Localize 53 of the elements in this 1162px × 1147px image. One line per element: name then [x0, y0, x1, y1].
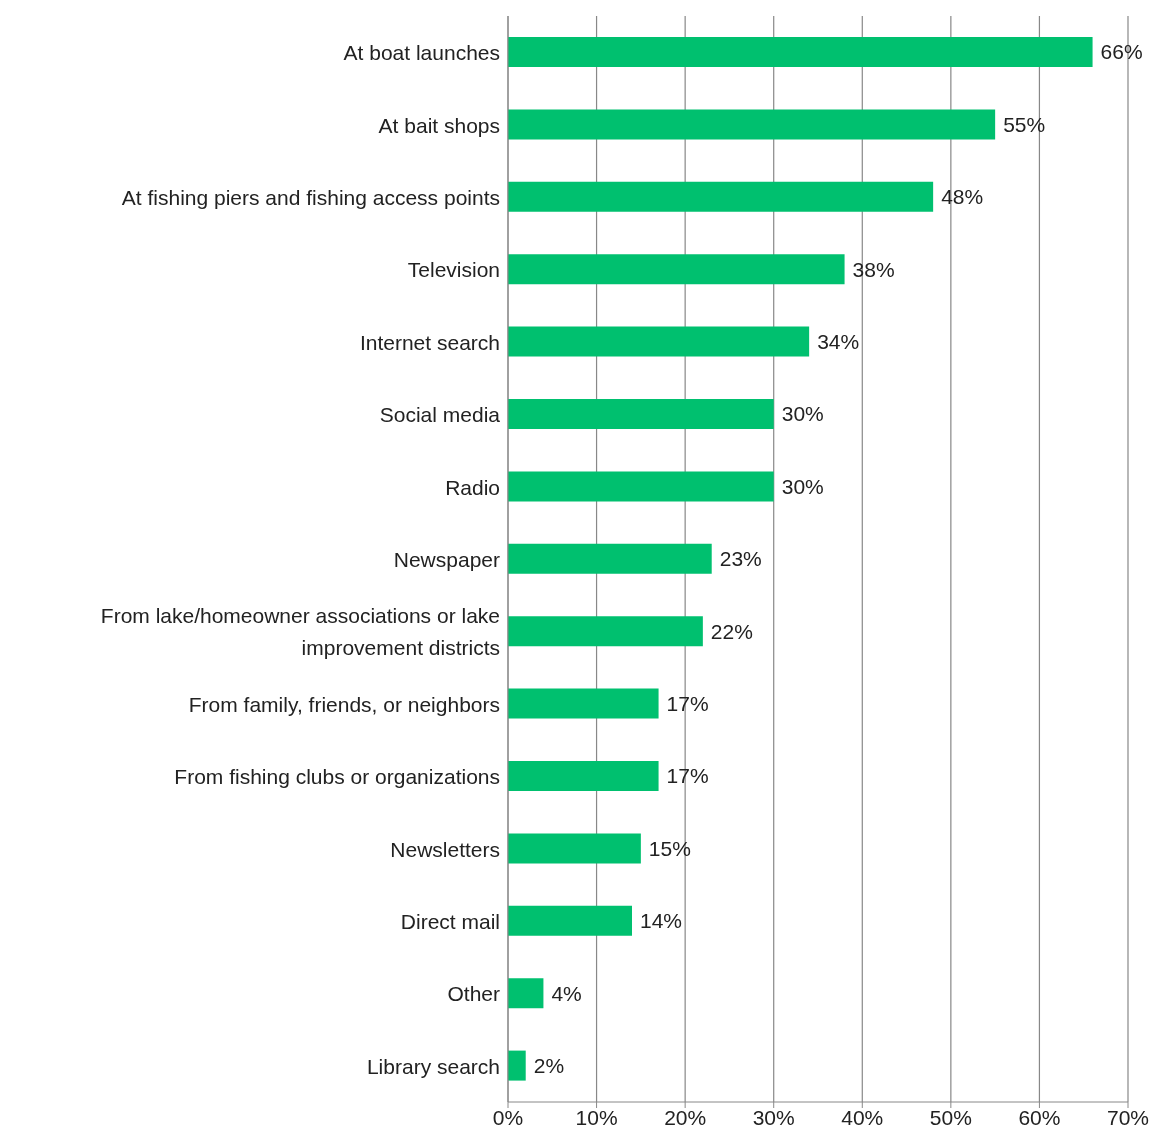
y-tick-label: Television	[407, 257, 500, 281]
y-tick-label: Internet search	[359, 330, 500, 354]
x-tick-label: 20%	[664, 1105, 707, 1129]
bar	[508, 1050, 526, 1081]
y-tick-label: At boat launches	[343, 40, 500, 64]
x-tick-label: 40%	[841, 1105, 884, 1129]
bar	[508, 616, 703, 647]
y-tick-label: Library search	[366, 1054, 500, 1078]
y-tick-label: At bait shops	[378, 113, 500, 137]
bar	[508, 399, 774, 429]
data-label: 55%	[1003, 112, 1046, 136]
y-tick-label: Radio	[445, 475, 500, 499]
data-label: 17%	[666, 692, 709, 716]
data-label: 14%	[640, 909, 683, 933]
bar	[508, 833, 641, 864]
bar	[508, 109, 996, 140]
x-tick-label: 60%	[1018, 1105, 1061, 1129]
data-label: 30%	[781, 402, 824, 426]
bar	[508, 326, 810, 357]
y-tick-label: Social media	[379, 402, 501, 426]
data-label: 38%	[852, 257, 895, 281]
x-tick-label: 0%	[492, 1105, 524, 1129]
bar	[508, 978, 544, 1009]
data-label: 2%	[533, 1054, 565, 1078]
bar	[508, 905, 632, 936]
y-tick-label: Direct mail	[400, 909, 500, 933]
y-tick-label: Other	[447, 981, 500, 1005]
bar	[508, 471, 774, 502]
bar	[508, 181, 934, 212]
y-tick-label: At fishing piers and fishing access points	[121, 185, 500, 209]
x-tick-label: 10%	[575, 1105, 618, 1129]
bar	[508, 761, 659, 791]
y-tick-label: Newspaper	[393, 547, 500, 571]
y-tick-label: From family, friends, or neighbors	[188, 692, 500, 716]
y-tick-label: Newsletters	[390, 837, 500, 861]
data-label: 23%	[719, 547, 762, 571]
data-label: 4%	[551, 981, 582, 1005]
x-tick-label: 70%	[1106, 1105, 1150, 1129]
bar	[508, 543, 712, 574]
y-tick-label: From fishing clubs or organizations	[174, 764, 500, 788]
data-label: 22%	[710, 619, 753, 643]
data-label: 34%	[817, 330, 860, 354]
x-tick-label: 50%	[929, 1105, 972, 1129]
data-label: 48%	[941, 185, 984, 209]
data-label: 30%	[781, 474, 824, 498]
bar	[508, 37, 1093, 67]
data-label: 15%	[648, 836, 691, 860]
bar	[508, 254, 845, 285]
x-tick-label: 30%	[752, 1105, 795, 1129]
data-label: 66%	[1100, 40, 1143, 64]
bar	[508, 688, 659, 719]
y-tick-label: From lake/homeowner associations or lake improvement districts	[100, 603, 500, 659]
data-label: 17%	[666, 764, 709, 788]
